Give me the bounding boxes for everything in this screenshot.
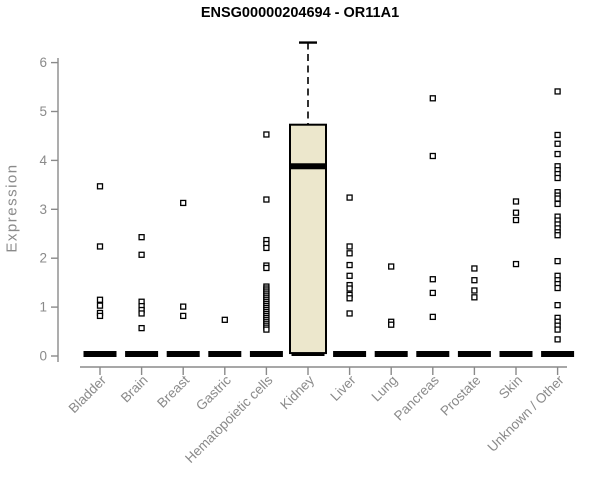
x-category-label: Skin [496,373,525,402]
data-point [512,198,520,205]
box-median-line [290,163,326,170]
x-category-label: Breast [154,372,192,410]
data-point [96,296,104,303]
x-category-label: Brain [118,373,151,406]
data-point [429,276,436,283]
y-tick-label: 0 [39,349,47,364]
data-point [346,194,353,201]
data-point [138,251,145,258]
x-category-label: Gastric [193,372,234,413]
data-point [346,243,353,250]
y-tick-label: 1 [39,300,47,315]
x-category-label: Kidney [277,372,317,412]
data-point [512,260,520,268]
data-point [346,250,353,257]
x-category-label: Pancreas [391,372,442,423]
data-point [554,326,561,333]
data-point [554,232,561,239]
data-point [554,200,561,208]
data-point [554,131,561,139]
data-point [429,289,436,297]
data-point [471,294,478,301]
data-point [554,301,561,309]
data-point [221,316,228,323]
data-point [96,312,104,320]
zero-cluster-bar [499,351,533,357]
x-category-label: Lung [368,373,400,405]
data-point [263,196,270,203]
data-point [263,326,270,333]
data-point [263,131,270,138]
data-point [429,95,436,102]
y-tick-label: 5 [39,104,47,119]
chart-title: ENSG00000204694 - OR11A1 [200,5,400,21]
x-category-label: Liver [327,372,359,404]
zero-cluster-bar [166,351,200,357]
box-body [289,123,327,355]
data-point [554,195,561,202]
data-point [263,244,270,252]
zero-cluster-bar [208,351,242,357]
x-category-label: Bladder [66,372,110,416]
data-point [471,265,478,272]
data-point [180,199,187,207]
data-point [138,310,145,317]
data-point [554,140,561,147]
data-point [346,295,353,302]
y-tick-label: 4 [39,153,47,168]
x-category-label: Prostate [437,373,483,419]
zero-cluster-bar [333,351,367,357]
zero-cluster-bar [416,351,450,357]
data-point [554,284,561,292]
zero-cluster-bar [541,351,575,357]
data-point [346,272,353,279]
data-point [346,285,353,292]
data-point [263,264,270,272]
zero-cluster-bar [83,351,117,357]
data-point [554,174,561,182]
data-point [554,150,561,158]
data-point [96,183,104,190]
data-point [96,243,104,250]
y-tick-label: 6 [39,55,47,70]
x-category-label: Unknown / Other [484,372,567,455]
data-point [554,336,561,343]
y-tick-label: 3 [39,202,47,217]
data-point [554,88,561,95]
data-point [138,324,145,332]
data-point [138,234,145,241]
data-point [388,321,395,328]
data-point [180,312,187,320]
data-point [554,257,561,265]
zero-cluster-bar [125,351,159,357]
data-point [388,263,395,270]
zero-cluster-bar [291,353,325,356]
data-point [471,277,478,284]
data-point [429,313,436,321]
y-tick-label: 2 [39,251,47,266]
data-point [346,261,353,269]
zero-cluster-bar [249,351,283,357]
data-point [346,310,353,317]
data-point [96,302,104,309]
zero-cluster-bar [457,351,491,357]
data-point [180,303,187,310]
data-point [429,152,436,160]
data-point [512,209,520,216]
data-point [471,287,478,294]
zero-cluster-bar [374,351,408,357]
data-point [512,216,520,224]
